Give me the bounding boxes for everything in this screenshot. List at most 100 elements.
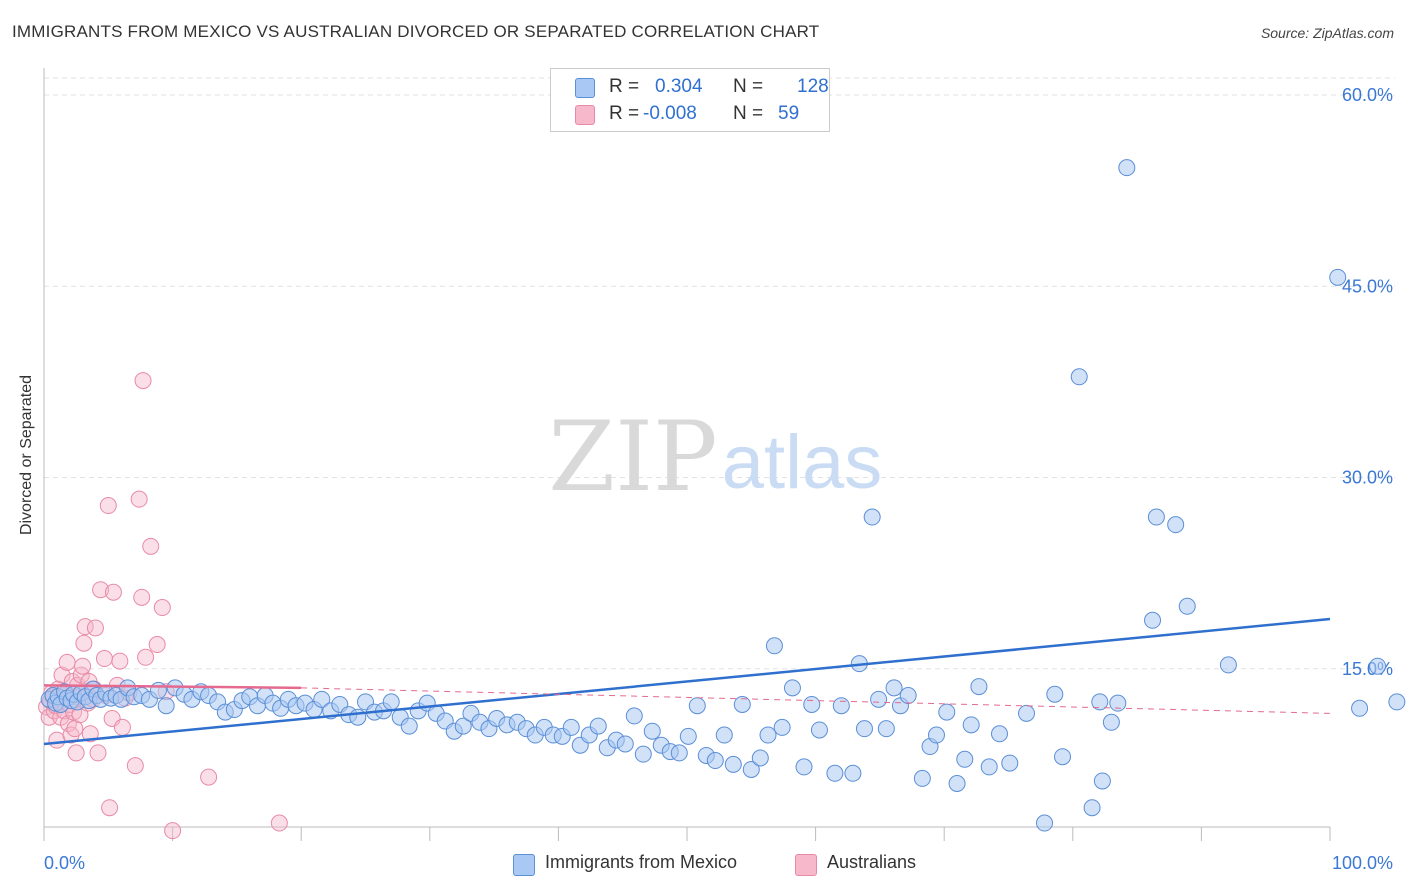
mexico-point — [1046, 685, 1064, 703]
australians-point — [81, 725, 99, 743]
legend-swatch-australians — [575, 105, 595, 125]
mexico-point — [149, 681, 167, 699]
mexico-point — [844, 764, 862, 782]
australians-point — [130, 490, 148, 508]
bottom-legend-swatch-mexico — [513, 854, 535, 876]
australians-point — [74, 657, 92, 675]
mexico-point — [970, 678, 988, 696]
mexico-point — [1001, 754, 1019, 772]
mexico-point — [956, 750, 974, 768]
australians-point — [200, 768, 218, 786]
mexico-point — [157, 697, 175, 715]
australians-point — [101, 799, 119, 817]
mexico-point — [634, 745, 652, 763]
australians-point — [89, 744, 107, 762]
mexico-point — [1219, 656, 1237, 674]
mexico-point — [1329, 268, 1347, 286]
australians-point — [270, 814, 288, 832]
mexico-point — [1369, 657, 1387, 675]
mexico-point — [1118, 159, 1136, 177]
legend-r-value: 0.304 — [655, 76, 703, 97]
mexico-point — [759, 726, 777, 744]
mexico-point — [899, 687, 917, 705]
mexico-point — [810, 721, 828, 739]
australians-point — [86, 619, 104, 637]
y-tick-label: 60.0% — [1342, 85, 1393, 105]
australians-point — [126, 757, 144, 775]
mexico-point — [751, 749, 769, 767]
mexico-point — [855, 720, 873, 738]
x-tick-label: 100.0% — [1332, 853, 1393, 873]
mexico-point — [1091, 693, 1109, 711]
australians-point — [111, 652, 129, 670]
mexico-point — [643, 722, 661, 740]
mexico-point — [1083, 799, 1101, 817]
mexico-point — [1109, 694, 1127, 712]
mexico-point — [870, 690, 888, 708]
source-label: Source: ZipAtlas.com — [1260, 25, 1394, 41]
mexico-point — [1178, 597, 1196, 615]
legend-r-label: R = — [609, 76, 640, 97]
australians-point — [148, 636, 166, 654]
australians-point — [48, 731, 66, 749]
mexico-point — [913, 769, 931, 787]
australians-point — [137, 648, 155, 666]
mexico-point — [832, 697, 850, 715]
mexico-point — [1102, 713, 1120, 731]
legend-r-value: -0.008 — [643, 103, 697, 124]
mexico-point — [1070, 368, 1088, 386]
mexico-point — [938, 703, 956, 721]
mexico-point — [1036, 814, 1054, 832]
legend-swatch-mexico — [575, 78, 595, 98]
mexico-point — [1167, 516, 1185, 534]
mexico-point — [826, 764, 844, 782]
gridlines — [44, 77, 1395, 670]
mexico-point — [616, 735, 634, 753]
mexico-point — [877, 720, 895, 738]
mexico-point — [962, 716, 980, 734]
mexico-point — [625, 707, 643, 725]
mexico-point — [679, 727, 697, 745]
bottom-legend-label-mexico: Immigrants from Mexico — [545, 852, 738, 872]
mexico-point — [990, 725, 1008, 743]
mexico-point — [733, 695, 751, 713]
chart-title: IMMIGRANTS FROM MEXICO VS AUSTRALIAN DIV… — [12, 22, 820, 41]
australians-points — [38, 372, 288, 840]
mexico-point — [1093, 772, 1111, 790]
australians-point — [75, 634, 93, 652]
mexico-point — [803, 695, 821, 713]
mexico-point — [589, 717, 607, 735]
mexico-point — [980, 758, 998, 776]
legend-n-value: 128 — [797, 76, 829, 97]
legend-n-label: N = — [733, 76, 764, 97]
legend-r-label: R = — [609, 103, 640, 124]
mexico-point — [795, 758, 813, 776]
australians-point — [67, 744, 85, 762]
bottom-legend-label-australians: Australians — [827, 852, 917, 872]
mexico-point — [1147, 508, 1165, 526]
bottom-legend-swatch-australians — [795, 854, 817, 876]
mexico-point — [1018, 704, 1036, 722]
australians-trend-line — [43, 684, 302, 690]
mexico-point — [349, 708, 367, 726]
legend-n-label: N = — [733, 103, 764, 124]
watermark: ZIP atlas — [548, 401, 882, 513]
watermark-atlas: atlas — [722, 420, 883, 505]
mexico-point — [863, 508, 881, 526]
australians-point — [95, 650, 113, 668]
australians-point — [92, 581, 110, 599]
australians-point — [164, 822, 182, 840]
mexico-point — [948, 775, 966, 792]
mexico-point — [1388, 693, 1406, 711]
australians-point — [113, 718, 131, 736]
mexico-trend-line — [43, 617, 1331, 746]
mexico-point — [742, 760, 760, 778]
mexico-point — [382, 693, 400, 711]
australians-point — [134, 372, 152, 390]
australians-point — [142, 537, 160, 555]
y-tick-label: 45.0% — [1342, 276, 1393, 296]
correlation-legend: R = 0.304 N = 128 R = -0.008 N = 59 — [550, 68, 830, 132]
trend-lines — [43, 617, 1331, 746]
mexico-point — [313, 690, 331, 708]
australians-point — [99, 497, 117, 515]
